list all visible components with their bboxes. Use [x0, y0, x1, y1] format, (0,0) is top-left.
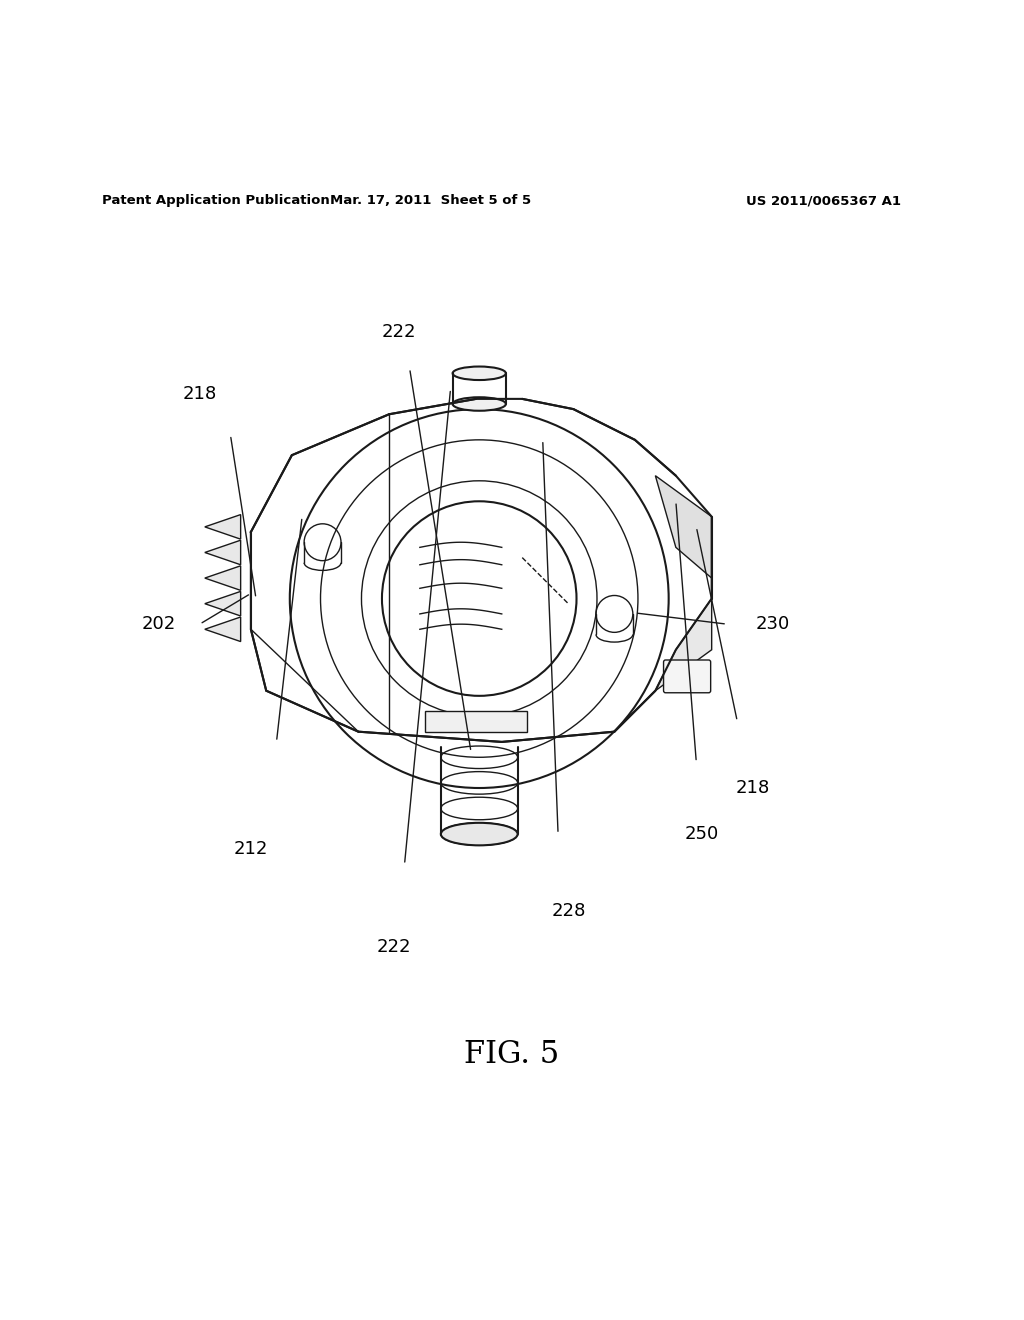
Polygon shape	[205, 616, 241, 642]
Text: 230: 230	[756, 615, 791, 634]
Ellipse shape	[453, 367, 506, 380]
Text: Mar. 17, 2011  Sheet 5 of 5: Mar. 17, 2011 Sheet 5 of 5	[330, 194, 530, 207]
Polygon shape	[205, 515, 241, 539]
Text: 222: 222	[382, 323, 417, 342]
Text: 218: 218	[182, 384, 217, 403]
Polygon shape	[205, 591, 241, 616]
Text: 250: 250	[684, 825, 719, 843]
Ellipse shape	[441, 822, 518, 845]
Polygon shape	[655, 598, 712, 690]
Text: 222: 222	[377, 937, 412, 956]
FancyBboxPatch shape	[664, 660, 711, 693]
Ellipse shape	[453, 397, 506, 411]
Polygon shape	[425, 711, 527, 731]
Text: US 2011/0065367 A1: US 2011/0065367 A1	[746, 194, 901, 207]
Text: 212: 212	[233, 841, 268, 858]
Text: FIG. 5: FIG. 5	[464, 1039, 560, 1069]
Text: 202: 202	[141, 615, 176, 634]
Text: 218: 218	[735, 779, 770, 797]
Text: Patent Application Publication: Patent Application Publication	[102, 194, 330, 207]
Text: 228: 228	[551, 902, 586, 920]
Polygon shape	[655, 475, 712, 578]
Polygon shape	[205, 540, 241, 565]
Polygon shape	[205, 566, 241, 590]
